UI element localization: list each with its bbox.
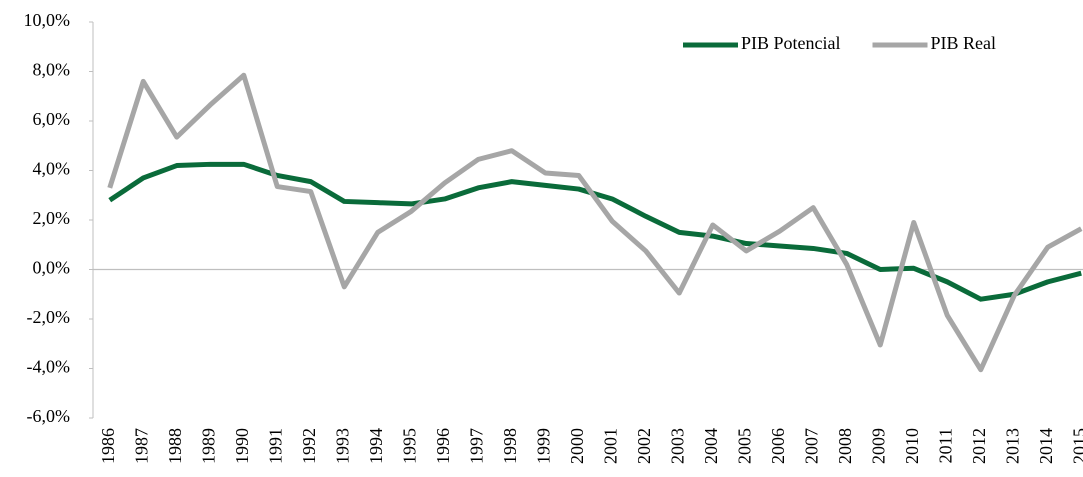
x-tick-label: 2004 [701,428,721,464]
x-tick-label: 2013 [1002,428,1022,464]
y-tick-label: -4,0% [27,357,71,377]
y-tick-label: 2,0% [33,208,71,228]
x-tick-label: 2008 [835,428,855,464]
x-tick-label: 1993 [332,428,352,464]
y-tick-label: 10,0% [24,10,71,30]
y-tick-label: -2,0% [27,307,71,327]
x-tick-label: 1987 [131,428,151,464]
x-tick-label: 2005 [734,428,754,464]
x-tick-label: 1991 [265,428,285,464]
legend-label: PIB Real [931,33,997,53]
x-tick-label: 2010 [902,428,922,464]
y-tick-label: 8,0% [33,60,71,80]
x-tick-label: 2009 [868,428,888,464]
x-tick-label: 2000 [567,428,587,464]
x-tick-label: 1995 [399,428,419,464]
x-tick-label: 1992 [299,428,319,464]
x-tick-label: 1994 [366,428,386,464]
x-tick-label: 1990 [232,428,252,464]
y-tick-label: -6,0% [27,406,71,426]
x-tick-label: 2003 [667,428,687,464]
x-tick-label: 2011 [935,428,955,463]
x-tick-label: 1996 [433,428,453,464]
x-tick-label: 1986 [98,428,118,464]
x-tick-label: 1988 [165,428,185,464]
x-tick-label: 2007 [801,428,821,464]
series-line [107,72,1083,373]
x-tick-label: 2012 [969,428,989,464]
x-tick-label: 2015 [1069,428,1083,464]
x-tick-label: 1989 [198,428,218,464]
y-tick-label: 4,0% [33,159,71,179]
x-tick-label: 1999 [533,428,553,464]
legend-label: PIB Potencial [741,33,841,53]
x-tick-label: 1998 [500,428,520,464]
x-tick-label: 1997 [466,428,486,464]
x-tick-label: 2014 [1036,428,1056,464]
x-tick-label: 2001 [600,428,620,464]
y-tick-label: 0,0% [33,258,71,278]
x-tick-label: 2002 [634,428,654,464]
x-tick-label: 2006 [768,428,788,464]
y-tick-label: 6,0% [33,109,71,129]
